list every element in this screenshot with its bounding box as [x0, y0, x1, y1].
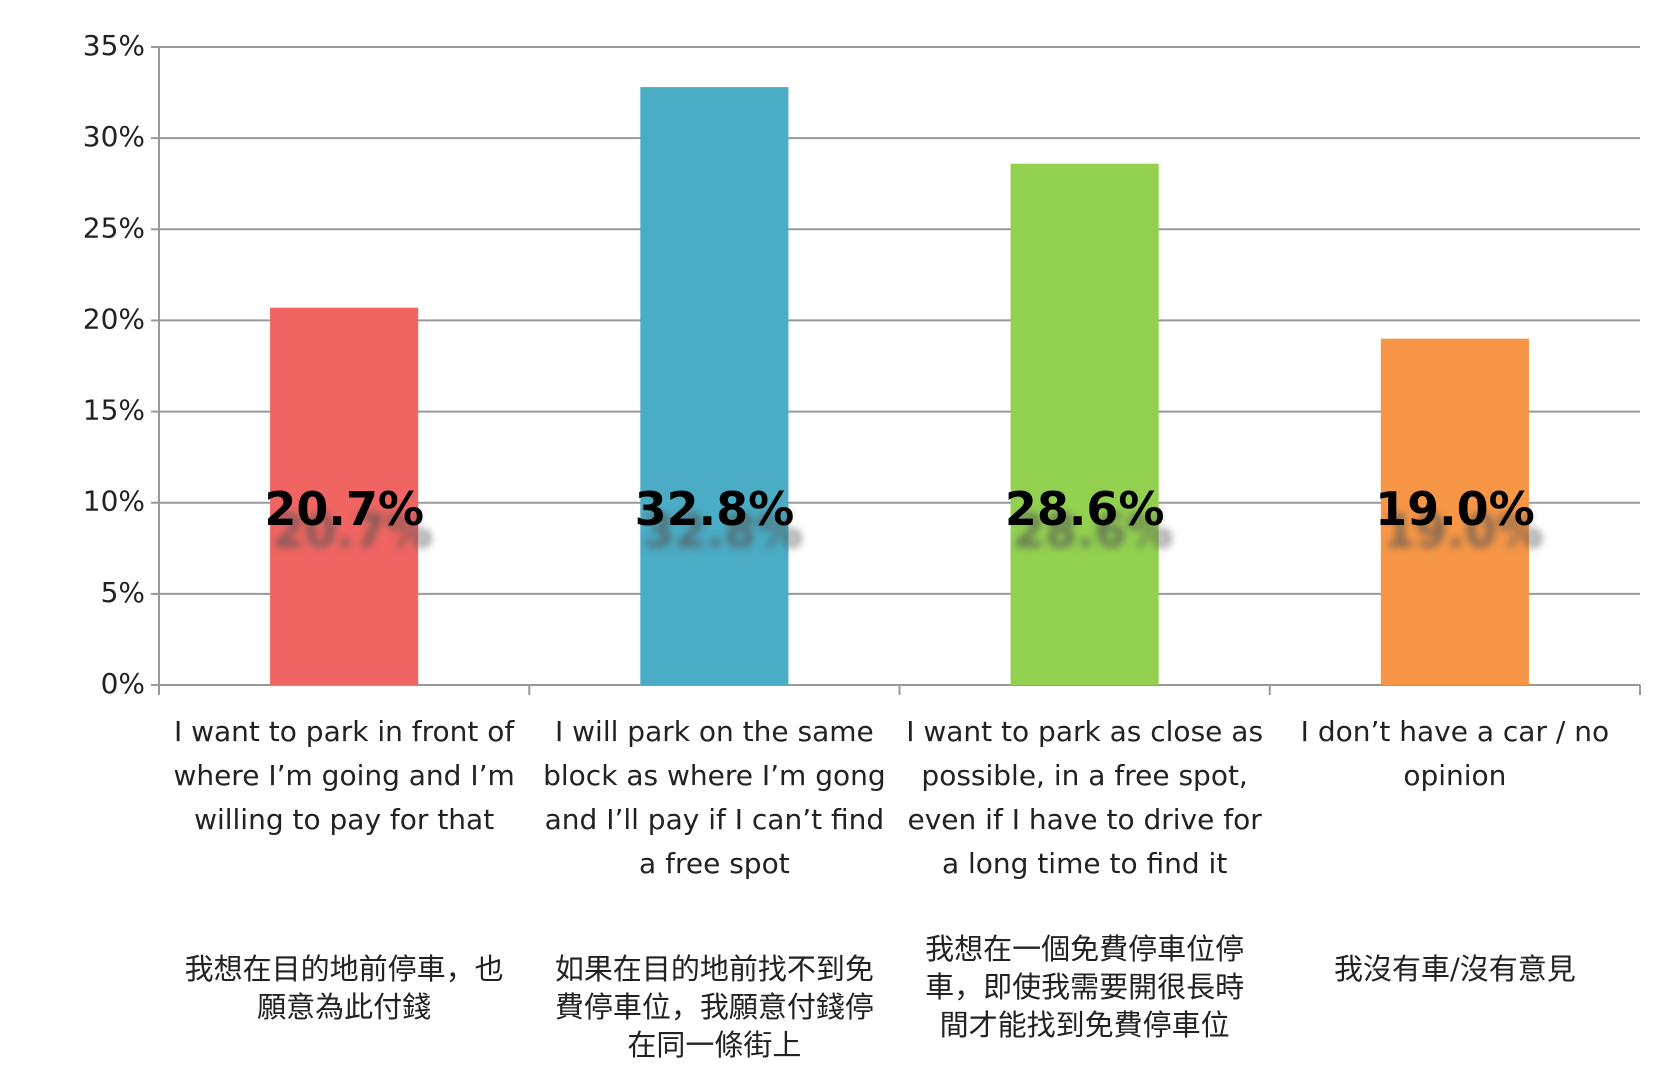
- value-label: 20.7%: [264, 482, 424, 536]
- x-tick-label: I will park on the same block as where I…: [543, 715, 886, 880]
- y-tick-label: 10%: [83, 485, 145, 518]
- x-tick-label: I want to park in front of where I’m goi…: [173, 715, 515, 836]
- y-tick-label: 35%: [83, 29, 145, 62]
- value-label: 19.0%: [1375, 482, 1535, 536]
- bar: [1010, 163, 1159, 686]
- x-tick-label-zh: 我沒有車/沒有意見: [1333, 952, 1576, 986]
- value-label-shadow: 20.7%: [272, 504, 432, 558]
- value-label-shadow: 28.6%: [1013, 504, 1173, 558]
- value-label: 32.8%: [635, 482, 795, 536]
- bar: [1380, 338, 1529, 685]
- bar: [270, 307, 419, 685]
- x-tick-label: I don’t have a car / no opinion: [1300, 715, 1610, 792]
- value-label-shadow: 32.8%: [643, 504, 803, 558]
- y-tick-label: 20%: [83, 302, 145, 335]
- x-tick-label-zh: 我想在目的地前停車，也願意為此付錢: [184, 952, 504, 1024]
- bar: [640, 87, 789, 686]
- value-label-shadow: 19.0%: [1383, 504, 1543, 558]
- x-tick-label-zh: 我想在一個免費停車位停車，即使我需要開很長時間才能找到免費停車位: [925, 932, 1245, 1042]
- y-tick-label: 0%: [101, 667, 145, 700]
- y-tick-label: 25%: [83, 211, 145, 244]
- value-label: 28.6%: [1005, 482, 1165, 536]
- x-tick-label-zh: 如果在目的地前找不到免費停車位，我願意付錢停在同一條街上: [554, 952, 874, 1062]
- y-tick-label: 30%: [83, 120, 145, 153]
- y-tick-label: 5%: [101, 576, 145, 609]
- x-tick-label: I want to park as close as possible, in …: [906, 715, 1264, 880]
- y-tick-label: 15%: [83, 394, 145, 427]
